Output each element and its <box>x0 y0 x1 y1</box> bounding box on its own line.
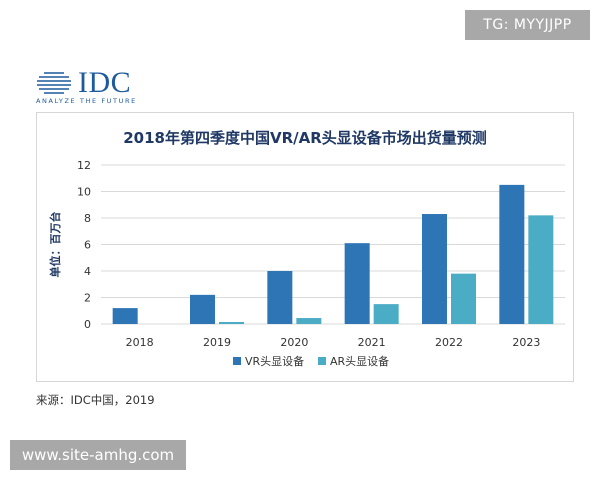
y-tick-label: 12 <box>77 159 91 172</box>
bar-vr <box>267 271 293 324</box>
legend-label: AR头显设备 <box>330 354 389 368</box>
y-axis-label: 单位：百万台 <box>48 212 62 278</box>
y-tick-label: 2 <box>84 292 91 305</box>
chart-container: 2018年第四季度中国VR/AR头显设备市场出货量预测 0 2 4 6 8 10 12 单位：… <box>36 112 574 382</box>
x-tick-label: 2021 <box>358 336 386 349</box>
bar-ar <box>296 318 322 324</box>
legend-swatch <box>233 357 241 365</box>
chart-title: 2018年第四季度中国VR/AR头显设备市场出货量预测 <box>123 129 487 147</box>
x-tick-label: 2022 <box>435 336 463 349</box>
y-tick-label: 6 <box>84 239 91 252</box>
bar-vr <box>344 243 370 324</box>
x-tick-label: 2020 <box>280 336 308 349</box>
watermark-top: TG: MYYJJPP <box>465 10 590 40</box>
idc-logo: IDC ANALYZE THE FUTURE <box>36 66 176 110</box>
bar-ar <box>373 304 399 324</box>
bar-ar <box>528 215 554 324</box>
bar-ar <box>451 273 476 324</box>
watermark-bottom: www.site-amhg.com <box>10 440 186 470</box>
y-tick-label: 4 <box>84 265 91 278</box>
logo-name: IDC <box>78 66 132 99</box>
y-tick-label: 10 <box>77 186 91 199</box>
bar-vr <box>422 214 447 324</box>
y-tick-label: 8 <box>84 212 91 225</box>
bar-vr <box>499 184 525 324</box>
y-tick-label: 0 <box>84 318 91 331</box>
x-tick-label: 2018 <box>126 336 154 349</box>
source-note: 来源：IDC中国，2019 <box>36 393 155 407</box>
legend-label: VR头显设备 <box>245 354 304 368</box>
bar-ar <box>219 322 244 324</box>
globe-icon <box>37 72 71 94</box>
bar-vr <box>190 294 215 324</box>
x-tick-label: 2023 <box>512 336 540 349</box>
bar-chart: 0 2 4 6 8 10 12 单位：百万台 2018 2019 2020 2021 2022 2023 V… <box>48 159 565 368</box>
logo-tagline: ANALYZE THE FUTURE <box>36 97 137 105</box>
legend-swatch <box>318 357 326 365</box>
bar-vr <box>112 308 138 324</box>
x-tick-label: 2019 <box>203 336 231 349</box>
